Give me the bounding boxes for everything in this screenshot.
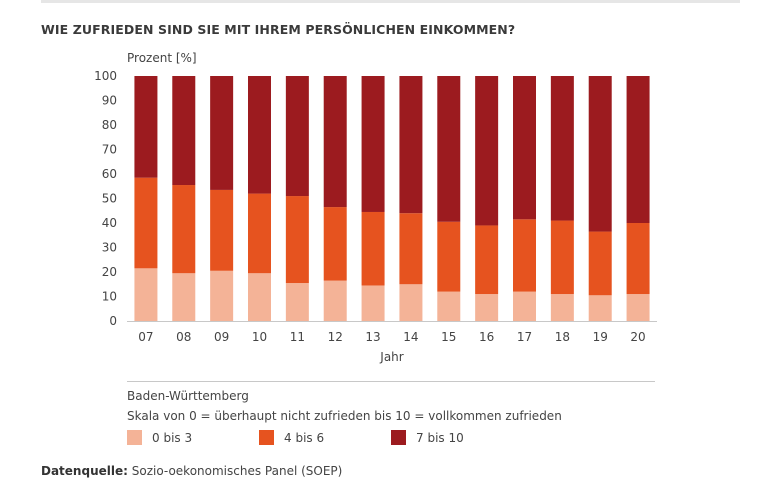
legend-label-low: 0 bis 3 xyxy=(152,430,193,445)
legend-swatch-low xyxy=(127,430,142,445)
bar-segment-low xyxy=(513,291,536,321)
x-tick-label: 10 xyxy=(252,330,267,344)
source-text: Sozio-oekonomisches Panel (SOEP) xyxy=(131,464,343,478)
x-tick-label: 17 xyxy=(517,330,532,344)
y-tick-label: 20 xyxy=(102,265,117,279)
top-rule xyxy=(41,0,740,3)
bar-segment-low xyxy=(626,294,650,321)
y-tick-label: 0 xyxy=(109,314,117,328)
bar-segment-mid xyxy=(437,221,461,292)
bar-segment-low xyxy=(285,283,309,321)
bar-segment-low xyxy=(550,294,574,321)
y-axis-label: Prozent [%] xyxy=(127,51,197,65)
bar-segment-high xyxy=(399,76,423,214)
region-label: Baden-Württemberg xyxy=(127,389,249,403)
x-tick-label: 19 xyxy=(593,330,608,344)
bar-segment-low xyxy=(172,273,196,321)
bar-segment-mid xyxy=(588,231,612,296)
bar-segment-high xyxy=(475,76,499,226)
x-tick-label: 08 xyxy=(176,330,191,344)
y-tick-label: 90 xyxy=(102,94,117,108)
x-tick-label: 12 xyxy=(328,330,343,344)
bar-segment-high xyxy=(437,76,461,222)
bar-segment-high xyxy=(361,76,385,212)
legend: 0 bis 3 4 bis 6 7 bis 10 xyxy=(127,430,667,448)
legend-label-high: 7 bis 10 xyxy=(416,430,464,445)
bar-segment-low xyxy=(248,273,271,321)
legend-item-mid: 4 bis 6 xyxy=(259,430,324,445)
bar-segment-low xyxy=(323,280,347,321)
stacked-bar-chart: Prozent [%] 0 10 20 30 40 50 60 70 80 90 100 07 08 09 1… xyxy=(94,51,657,364)
legend-swatch-high xyxy=(391,430,406,445)
bar-segment-mid xyxy=(285,196,309,284)
x-tick-label: 11 xyxy=(290,330,305,344)
x-axis-label: Jahr xyxy=(379,350,403,364)
legend-item-low: 0 bis 3 xyxy=(127,430,192,445)
scale-note: Skala von 0 = überhaupt nicht zufrieden … xyxy=(127,409,562,423)
bar-segment-low xyxy=(475,294,499,321)
bar-segment-high xyxy=(248,76,271,194)
y-tick-label: 40 xyxy=(102,216,117,230)
y-tick-label: 100 xyxy=(94,69,117,83)
bar-segment-mid xyxy=(323,207,347,281)
bar-segment-mid xyxy=(134,177,158,269)
legend-divider xyxy=(127,381,655,382)
x-tick-label: 07 xyxy=(138,330,153,344)
y-tick-label: 30 xyxy=(102,241,117,255)
legend-item-high: 7 bis 10 xyxy=(391,430,464,445)
bar-segment-mid xyxy=(399,213,423,285)
x-tick-label: 14 xyxy=(403,330,418,344)
data-source: Datenquelle: Sozio-oekonomisches Panel (… xyxy=(41,464,342,478)
bar-segment-high xyxy=(172,76,196,186)
bar-segment-low xyxy=(134,268,158,321)
bar-segment-mid xyxy=(172,185,196,274)
x-tick-label: 09 xyxy=(214,330,229,344)
bar-segment-low xyxy=(210,270,234,321)
bar-segment-mid xyxy=(361,211,385,286)
x-tick-label: 13 xyxy=(365,330,380,344)
bar-segment-high xyxy=(513,76,536,220)
legend-label-mid: 4 bis 6 xyxy=(284,430,325,445)
bar-segment-mid xyxy=(475,225,499,295)
bar-segment-high xyxy=(134,76,158,178)
bar-segment-mid xyxy=(210,189,234,271)
bar-segment-high xyxy=(323,76,347,208)
y-tick-label: 80 xyxy=(102,118,117,132)
x-tick-label: 20 xyxy=(630,330,645,344)
bar-segment-low xyxy=(361,285,385,321)
bar-segment-low xyxy=(588,295,612,321)
x-tick-label: 16 xyxy=(479,330,494,344)
y-tick-label: 10 xyxy=(102,290,117,304)
x-tick-label: 15 xyxy=(441,330,456,344)
y-tick-label: 70 xyxy=(102,143,117,157)
bar-segment-low xyxy=(399,284,423,321)
source-label: Datenquelle: xyxy=(41,464,128,478)
x-tick-label: 18 xyxy=(555,330,570,344)
bar-segment-mid xyxy=(550,220,574,295)
chart-title: WIE ZUFRIEDEN SIND SIE MIT IHREM PERSÖNL… xyxy=(41,22,516,37)
legend-swatch-mid xyxy=(259,430,274,445)
bar-segment-low xyxy=(437,291,461,321)
bar-segment-high xyxy=(285,76,309,197)
bar-segment-high xyxy=(626,76,650,223)
bar-segment-mid xyxy=(248,193,271,274)
y-tick-label: 60 xyxy=(102,167,117,181)
bar-segment-high xyxy=(210,76,234,190)
bar-segment-mid xyxy=(626,223,650,295)
bar-segment-high xyxy=(588,76,612,232)
bar-segment-high xyxy=(550,76,574,221)
y-tick-label: 50 xyxy=(102,192,117,206)
bar-segment-mid xyxy=(513,219,536,292)
